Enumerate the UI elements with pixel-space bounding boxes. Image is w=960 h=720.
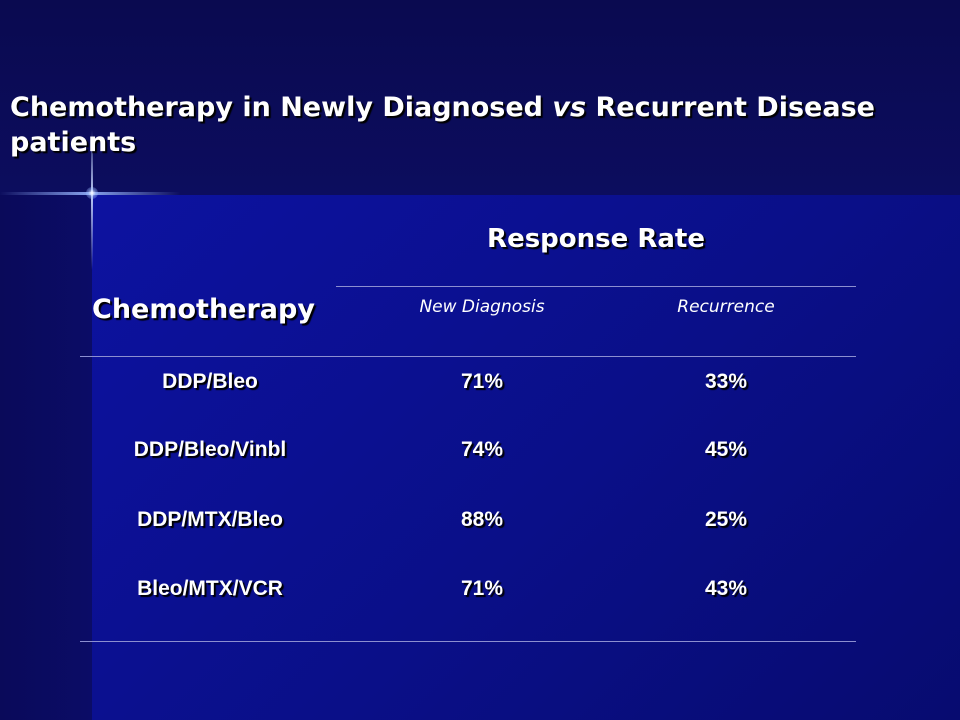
regimen-cell: DDP/Bleo/Vinbl (133, 438, 287, 461)
title-vs: vs (552, 92, 587, 123)
new-diagnosis-cell: 88% (460, 508, 504, 531)
sparkle-vertical-ray (91, 130, 93, 270)
left-band (0, 195, 92, 720)
regimen-cell: DDP/MTX/Bleo (137, 508, 283, 531)
header-divider (80, 356, 856, 357)
header-chemotherapy: Chemotherapy (92, 294, 315, 325)
slide-title: Chemotherapy in Newly Diagnosed vs Recur… (10, 90, 940, 160)
response-rate-divider (336, 286, 856, 287)
new-diagnosis-cell: 74% (460, 438, 504, 461)
new-diagnosis-cell: 71% (460, 577, 504, 600)
subheader-new-diagnosis: New Diagnosis (419, 297, 545, 317)
subheader-recurrence: Recurrence (677, 297, 775, 317)
recurrence-cell: 25% (704, 508, 748, 531)
regimen-cell: DDP/Bleo (162, 370, 258, 393)
table-bottom-border (80, 641, 856, 642)
new-diagnosis-cell: 71% (460, 370, 504, 393)
title-part-2: Recurrent Disease patients (10, 92, 875, 158)
recurrence-cell: 43% (704, 577, 748, 600)
sparkle-star-icon (86, 187, 98, 199)
recurrence-cell: 33% (704, 370, 748, 393)
title-band (0, 0, 960, 195)
regimen-cell: Bleo/MTX/VCR (137, 577, 283, 600)
header-response-rate: Response Rate (487, 224, 705, 254)
recurrence-cell: 45% (704, 438, 748, 461)
content-area (92, 195, 960, 720)
title-part-1: Chemotherapy in Newly Diagnosed (10, 92, 553, 123)
